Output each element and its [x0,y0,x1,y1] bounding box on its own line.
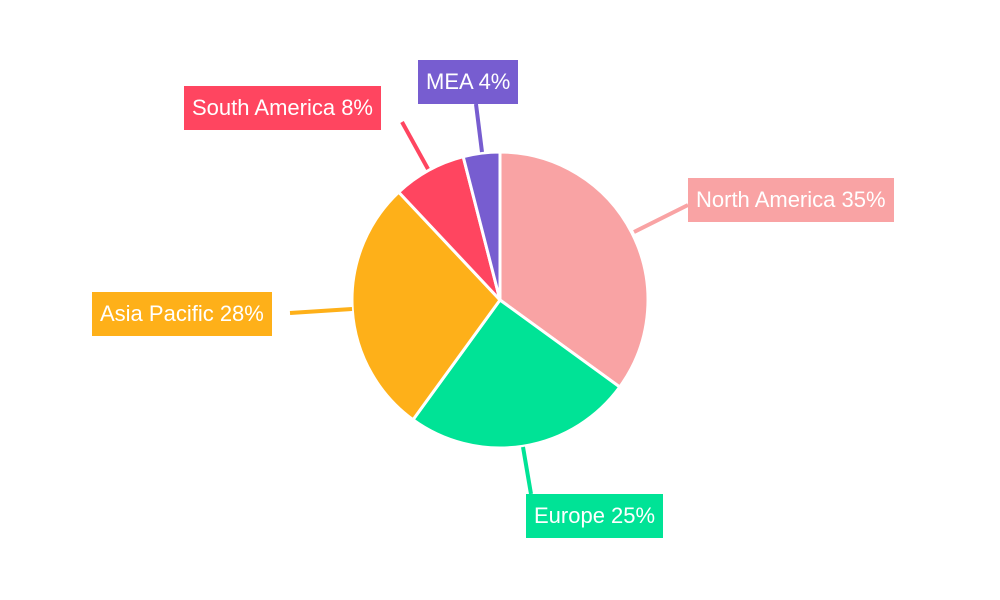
data-label: Europe 25% [526,494,664,538]
pie-slice-asia-pacific[interactable] [350,189,502,422]
leader-line [400,121,430,170]
data-label: North America 35% [688,178,894,222]
data-label: South America 8% [184,86,381,130]
pie-slice-mea[interactable] [461,150,502,301]
pie-slice-europe[interactable] [410,297,622,450]
leader-line [289,307,353,315]
data-label: Asia Pacific 28% [92,292,272,336]
leader-line [474,103,484,153]
leader-line [633,203,689,234]
pie-slice-north-america[interactable] [498,150,650,390]
leader-line [521,446,533,495]
data-label: MEA 4% [418,60,519,104]
